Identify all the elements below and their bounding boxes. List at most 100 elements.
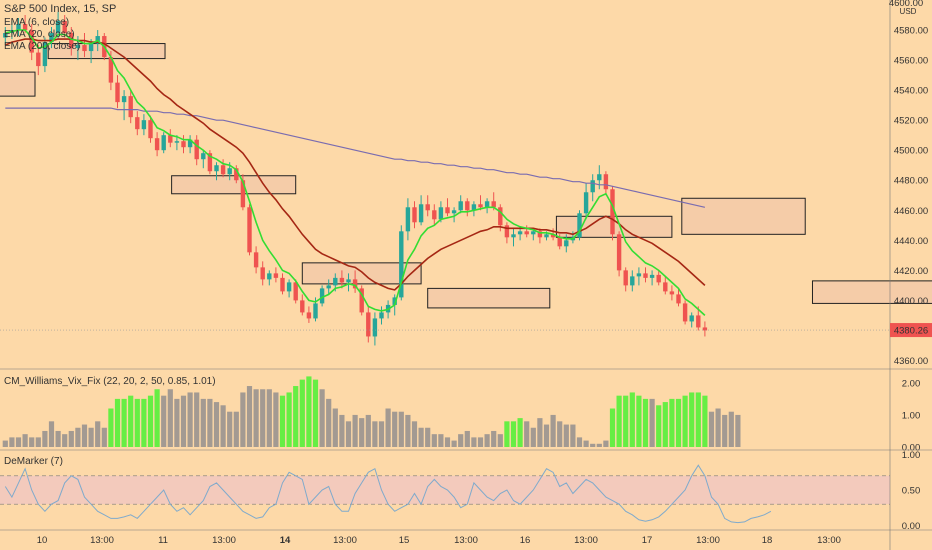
vix-bar <box>471 437 477 447</box>
time-tick-label: 18 <box>762 535 773 546</box>
candle-body <box>42 42 48 67</box>
vix-tick-label: 2.00 <box>902 378 921 389</box>
vix-bar <box>352 414 358 447</box>
vix-bar <box>728 411 734 447</box>
time-tick-label: 17 <box>642 535 653 546</box>
candle-body <box>379 312 384 319</box>
candle-body <box>649 274 655 278</box>
vix-bar <box>695 392 701 447</box>
candle-body <box>392 297 397 305</box>
candle-body <box>121 96 127 103</box>
vix-bar <box>629 392 635 447</box>
vix-bar <box>220 405 226 447</box>
candle-body <box>616 234 622 271</box>
time-tick-label: 15 <box>399 535 410 546</box>
vix-bar <box>623 395 629 447</box>
vix-bar <box>15 437 22 447</box>
candle-body <box>399 231 404 298</box>
vix-bar <box>273 392 279 447</box>
demarker-title[interactable]: DeMarker (7) <box>4 456 63 467</box>
vix-bar <box>510 421 517 447</box>
demarker-band <box>0 475 890 505</box>
vix-bar <box>62 434 68 447</box>
candle-body <box>168 135 173 143</box>
vix-bar <box>689 392 695 447</box>
vix-bar <box>543 424 550 447</box>
candle-body <box>425 204 430 211</box>
candle-body <box>676 294 681 304</box>
vix-tick-label: 1.00 <box>902 410 921 421</box>
vix-bar <box>101 427 107 447</box>
vix-bar <box>438 434 444 447</box>
candle-body <box>636 273 642 277</box>
vix-bar <box>134 398 140 447</box>
vix-bar <box>194 392 200 447</box>
vix-bar <box>2 440 8 447</box>
candle-body <box>550 234 556 238</box>
vix-bar <box>227 411 233 447</box>
candle-body <box>590 180 595 193</box>
vix-fix-title[interactable]: CM_Williams_Vix_Fix (22, 20, 2, 50, 0.85… <box>4 376 216 387</box>
candle-body <box>432 210 437 220</box>
vix-bar <box>425 427 431 447</box>
price-tick-label: 4460.00 <box>894 206 928 217</box>
candle-body <box>55 21 61 34</box>
vix-bar <box>35 437 41 447</box>
vix-bar <box>365 414 371 447</box>
currency-label: USD <box>900 7 917 16</box>
candle-body <box>465 201 470 211</box>
vix-bar <box>128 395 134 447</box>
vix-bar <box>187 392 193 447</box>
vix-bar <box>372 421 378 447</box>
demarker-line <box>4 464 772 524</box>
ema20-line <box>4 38 706 291</box>
demarker-tick-label: 0.50 <box>902 486 921 497</box>
candle-body <box>577 213 582 238</box>
vix-bar <box>88 427 94 447</box>
candle-body <box>115 82 120 103</box>
vix-bar <box>464 430 470 447</box>
vix-bar <box>682 395 688 447</box>
candle-body <box>623 270 628 286</box>
price-tick-label: 4360.00 <box>894 356 928 367</box>
price-tick-label: 4440.00 <box>894 236 928 247</box>
vix-bar <box>75 427 81 447</box>
vix-bar <box>207 398 213 447</box>
candle-body <box>451 210 457 214</box>
candle-body <box>346 279 351 283</box>
time-tick-label: 13:00 <box>817 535 841 546</box>
candle-body <box>696 315 701 328</box>
vix-bar <box>385 408 391 447</box>
vix-bar <box>636 395 642 447</box>
candle-body <box>148 120 153 139</box>
candle-body <box>504 225 510 238</box>
vix-bar <box>715 408 721 447</box>
vix-bar <box>147 395 154 447</box>
candle-body <box>29 30 34 53</box>
vix-bar <box>48 421 55 447</box>
vix-bar <box>642 398 649 447</box>
candle-body <box>161 135 166 151</box>
price-tick-label: 4520.00 <box>894 116 928 127</box>
candle-body <box>610 189 615 235</box>
candle-body <box>412 207 417 223</box>
vix-bar <box>596 443 602 447</box>
candle-body <box>689 315 694 322</box>
ema6-legend[interactable]: EMA (6, close) <box>4 17 69 28</box>
vix-bar <box>392 411 398 447</box>
vix-bar <box>583 440 589 447</box>
candle-body <box>458 201 463 211</box>
candle-body <box>669 291 675 295</box>
vix-bar <box>260 389 266 447</box>
ema20-legend[interactable]: EMA (20, close) <box>4 29 75 40</box>
candle-body <box>531 231 536 235</box>
vix-bar <box>444 437 451 447</box>
vix-bar <box>42 430 48 447</box>
ema200-legend[interactable]: EMA (200, close) <box>4 41 80 52</box>
candle-body <box>141 120 147 130</box>
price-tick-label: 4580.00 <box>894 26 928 37</box>
vix-bar <box>279 395 286 447</box>
vix-bar <box>557 421 563 447</box>
vix-bar <box>359 418 365 447</box>
